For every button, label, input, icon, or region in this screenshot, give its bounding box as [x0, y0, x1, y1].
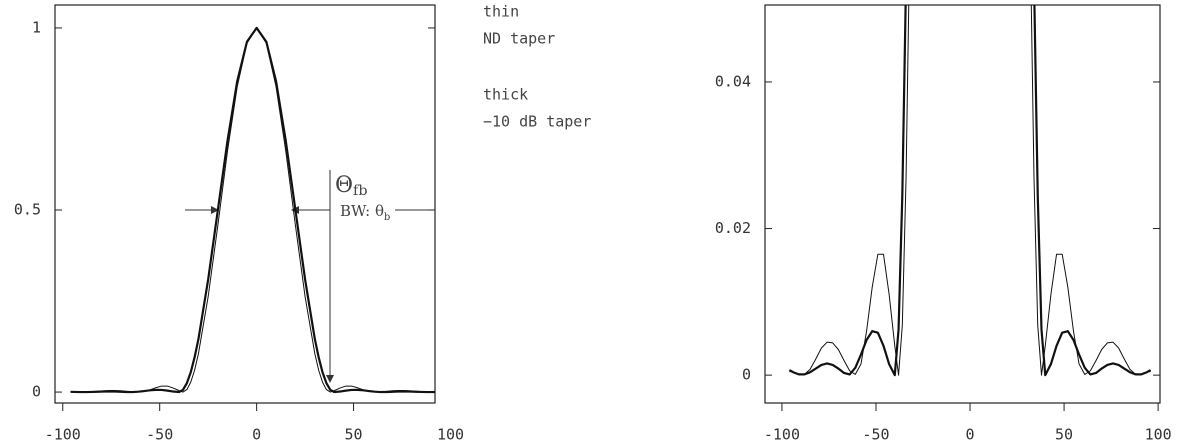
series-line [70, 27, 435, 393]
legend-name: thick [483, 86, 528, 104]
x-tick-label: 100 [437, 426, 464, 444]
y-tick-label: 0 [32, 383, 41, 401]
x-tick-label: -100 [764, 426, 800, 444]
x-tick-label: -100 [45, 426, 81, 444]
annotation: BW: θb [340, 202, 390, 223]
series-line [70, 26, 435, 394]
legend-label: −10 dB taper [483, 113, 591, 131]
x-tick-label: -50 [862, 426, 889, 444]
x-tick-label: 50 [345, 426, 363, 444]
legend-name: thin [483, 3, 519, 21]
annotation-text: Θ [335, 173, 353, 198]
y-tick-label: 0.04 [715, 72, 751, 90]
plot-area [70, 26, 435, 394]
annotation-text: BW: θ [340, 202, 384, 220]
x-tick-label: 0 [252, 426, 261, 444]
legend-label: ND taper [483, 30, 555, 48]
y-tick-label: 0.02 [715, 219, 751, 237]
x-tick-label: 100 [1145, 426, 1172, 444]
y-tick-label: 0 [742, 366, 751, 384]
annotation-sub: fb [353, 183, 367, 199]
plot-area [788, 5, 1152, 377]
annotation-sub: b [384, 212, 390, 223]
series-line [789, 5, 1151, 376]
plot-frame [54, 4, 436, 404]
y-tick-label: 1 [32, 18, 41, 36]
series-line [788, 5, 1152, 377]
annotation: Θfb [335, 173, 368, 199]
plot-frame [764, 4, 1161, 404]
x-tick-label: 0 [966, 426, 975, 444]
x-tick-label: -50 [146, 426, 173, 444]
y-tick-label: 0.5 [14, 201, 41, 219]
x-tick-label: 50 [1055, 426, 1073, 444]
